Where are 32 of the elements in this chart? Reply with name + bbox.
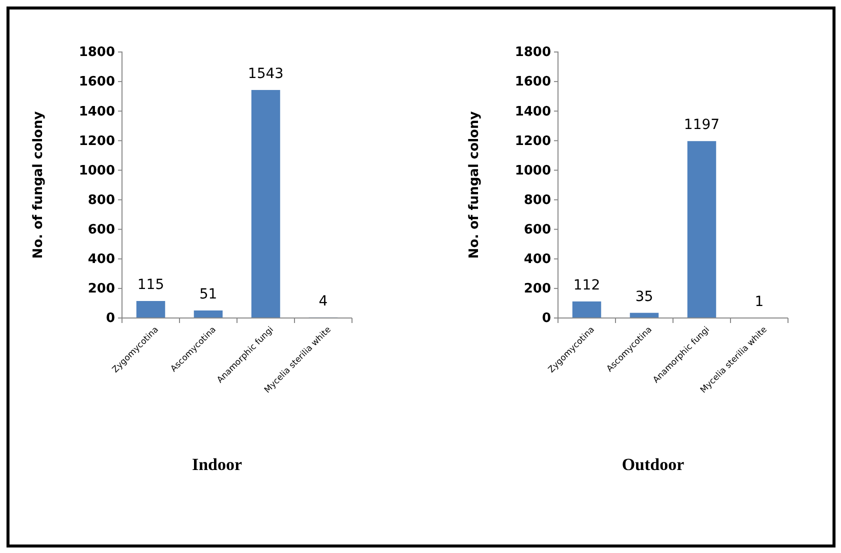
y-tick-label: 200	[88, 282, 115, 297]
data-label: 115	[137, 277, 164, 294]
y-tick-label: 1000	[514, 163, 551, 178]
y-tick-label: 1600	[514, 74, 551, 90]
y-tick-label: 1200	[514, 134, 551, 149]
data-label: 112	[573, 277, 600, 294]
y-tick-label: 800	[524, 192, 551, 208]
y-tick-label: 800	[88, 192, 115, 208]
data-label: 4	[318, 293, 328, 310]
y-tick-label: 1600	[78, 74, 115, 90]
data-label: 51	[199, 286, 218, 302]
data-label: 35	[635, 288, 654, 305]
y-tick-label: 0	[106, 311, 115, 326]
y-tick-label: 400	[88, 252, 115, 268]
y-tick-label: 1800	[78, 45, 115, 60]
y-tick-label: 0	[542, 311, 551, 326]
data-label: 1197	[684, 117, 720, 134]
y-tick-label: 200	[524, 282, 551, 297]
x-axis-title: Indoor	[192, 455, 242, 474]
y-tick-label: 600	[524, 222, 551, 238]
y-tick-label: 1200	[78, 134, 115, 149]
y-tick-label: 1400	[78, 104, 115, 120]
y-tick-label: 1000	[78, 163, 115, 178]
x-axis-title: Outdoor	[622, 455, 685, 474]
y-tick-label: 1400	[514, 104, 551, 120]
y-axis-title: No. of fungal colony	[467, 110, 482, 259]
data-label: 1543	[248, 66, 284, 82]
y-tick-label: 1800	[514, 45, 551, 60]
y-axis-title: No. of fungal colony	[31, 110, 46, 259]
y-tick-label: 400	[524, 252, 551, 268]
data-label: 1	[754, 294, 764, 310]
y-tick-label: 600	[88, 222, 115, 238]
